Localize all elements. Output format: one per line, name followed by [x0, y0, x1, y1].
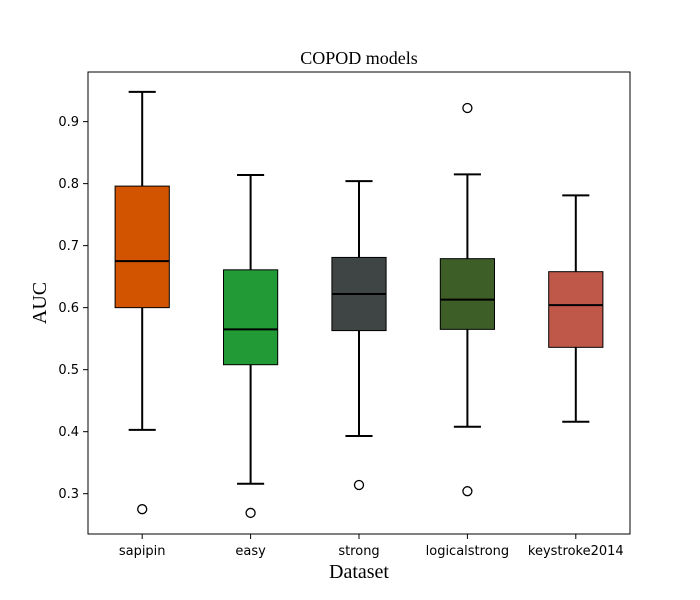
box-sapipin: [114, 90, 170, 515]
boxes-group: [114, 90, 604, 519]
chart-title: COPOD models: [300, 48, 418, 68]
x-axis-label: Dataset: [329, 561, 389, 583]
box-logicalstrong: [439, 102, 495, 497]
y-axis: 0.3 0.4 0.5 0.6 0.7 0.8 0.9: [58, 115, 88, 502]
y-tick-label: 0.7: [58, 239, 79, 254]
y-tick-label: 0.8: [58, 177, 79, 192]
x-tick-label: logicalstrong: [426, 544, 510, 559]
box-strong: [331, 180, 387, 491]
outlier-point: [462, 486, 473, 497]
outlier-point: [353, 479, 365, 491]
box-keystroke2014: [548, 194, 604, 423]
outlier-point: [462, 102, 473, 114]
y-tick-label: 0.3: [58, 487, 79, 502]
y-tick-label: 0.6: [58, 301, 79, 316]
y-axis-label: AUC: [29, 282, 51, 324]
y-tick-label: 0.5: [58, 363, 79, 378]
box-easy: [223, 173, 279, 519]
x-tick-label: sapipin: [119, 544, 166, 559]
x-axis: sapipin easy strong logicalstrong keystroke2…: [119, 534, 624, 559]
x-tick-label: strong: [338, 544, 379, 559]
y-tick-label: 0.9: [58, 115, 79, 130]
iqr-box: [114, 185, 170, 309]
iqr-box: [439, 258, 495, 330]
x-tick-label: keystroke2014: [528, 544, 624, 559]
outlier-point: [137, 504, 148, 515]
y-tick-label: 0.4: [58, 425, 79, 440]
outlier-point: [245, 507, 256, 519]
x-tick-label: easy: [235, 544, 266, 559]
iqr-box: [223, 269, 279, 366]
iqr-box: [548, 271, 604, 348]
